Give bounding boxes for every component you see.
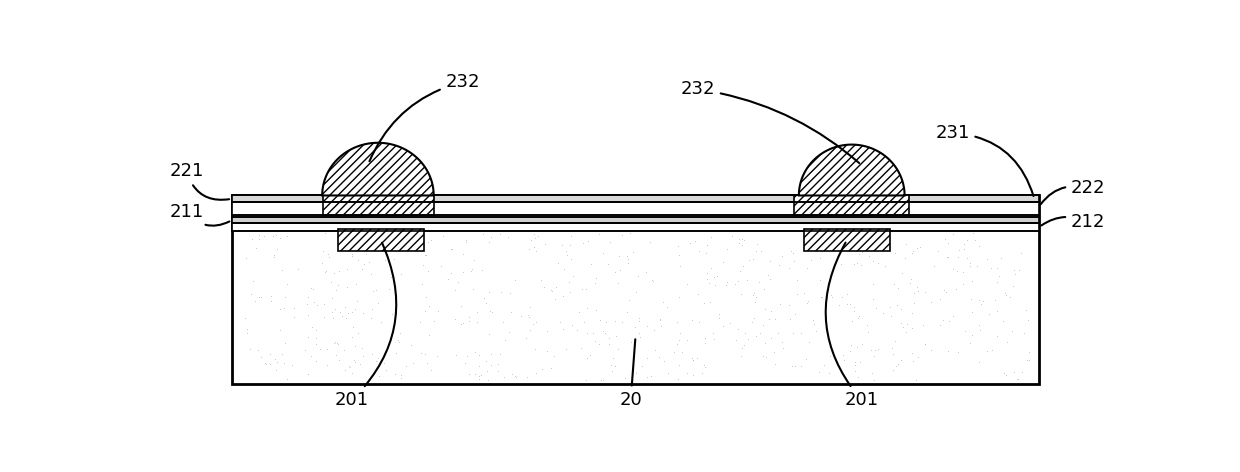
Bar [232,217,1039,223]
Bar [337,229,424,251]
Text: 221: 221 [170,162,229,200]
Text: 212: 212 [1042,213,1105,231]
Bar [232,223,1039,231]
Bar [232,202,1039,215]
Text: 232: 232 [370,73,480,161]
Bar [804,229,890,251]
Text: 231: 231 [935,124,1033,196]
Text: 201: 201 [826,243,878,409]
Text: 222: 222 [1040,179,1105,204]
Text: 232: 232 [681,80,859,163]
Bar [324,195,434,215]
Bar [232,195,1039,202]
Polygon shape [322,143,434,195]
Polygon shape [322,143,434,195]
Text: 20: 20 [619,339,642,409]
Text: 211: 211 [170,203,229,226]
Text: 201: 201 [335,243,397,409]
Polygon shape [799,144,905,195]
Bar [232,195,1039,384]
Polygon shape [799,144,905,195]
Bar [794,195,909,215]
